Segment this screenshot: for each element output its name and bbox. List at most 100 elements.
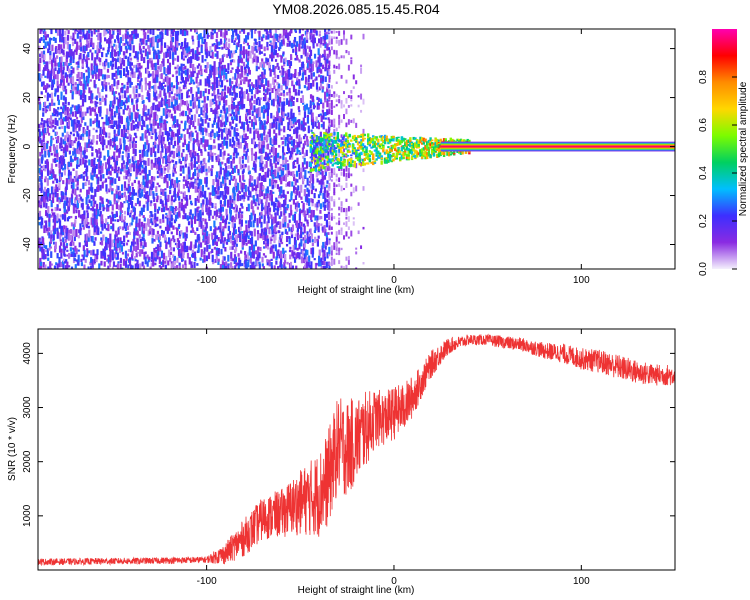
noise-cell [51, 44, 54, 52]
noise-cell [250, 153, 254, 161]
noise-cell [40, 182, 43, 191]
noise-cell [311, 247, 315, 255]
noise-cell [83, 129, 86, 134]
noise-cell [191, 251, 194, 258]
noise-cell [57, 135, 60, 143]
noise-cell [162, 85, 165, 90]
noise-cell [62, 75, 65, 79]
noise-cell [109, 177, 112, 180]
noise-cell [296, 147, 299, 154]
noise-cell [138, 93, 141, 97]
noise-cell [101, 74, 105, 80]
noise-cell [258, 111, 261, 118]
noise-cell [143, 57, 146, 64]
noise-cell [282, 146, 285, 153]
noise-cell [72, 56, 75, 64]
noise-cell [160, 73, 163, 80]
noise-cell [118, 29, 122, 35]
noise-cell [259, 167, 262, 171]
noise-cell [137, 160, 140, 166]
noise-cell [253, 199, 256, 204]
noise-cell [107, 205, 110, 212]
noise-cell [58, 232, 62, 240]
noise-cell [134, 160, 138, 163]
noise-cell [245, 119, 249, 125]
noise-cell [216, 180, 219, 185]
noise-cell [209, 134, 212, 141]
noise-cell [143, 120, 146, 127]
noise-cell [98, 148, 101, 154]
noise-cell [305, 103, 309, 110]
noise-cell [317, 114, 321, 118]
noise-cell [232, 157, 236, 164]
noise-cell [126, 253, 130, 257]
noise-cell [112, 103, 115, 109]
noise-cell [288, 31, 292, 37]
noise-cell [211, 99, 214, 106]
noise-cell [203, 29, 206, 36]
noise-cell [138, 43, 142, 51]
noise-cell [139, 41, 142, 46]
noise-cell [58, 126, 61, 130]
noise-cell [302, 48, 305, 55]
noise-cell [282, 163, 285, 168]
noise-cell [198, 114, 201, 118]
noise-cell [194, 130, 198, 133]
noise-cell [87, 33, 91, 40]
noise-cell [211, 185, 214, 193]
noise-cell [51, 197, 55, 204]
noise-cell [217, 116, 220, 123]
noise-cell [156, 223, 159, 227]
noise-cell [49, 261, 52, 269]
noise-cell [174, 198, 177, 201]
noise-cell [247, 239, 250, 244]
noise-cell [87, 142, 90, 148]
noise-cell [60, 106, 63, 110]
noise-cell [99, 133, 102, 142]
noise-cell [75, 209, 78, 214]
noise-cell [38, 182, 42, 188]
noise-cell [269, 40, 272, 43]
noise-fade-cell [328, 221, 331, 226]
noise-cell [188, 116, 191, 120]
noise-cell [143, 194, 146, 199]
noise-cell [141, 160, 144, 163]
noise-cell [282, 104, 285, 112]
noise-cell [127, 264, 130, 269]
noise-cell [215, 77, 219, 81]
noise-cell [225, 214, 229, 220]
noise-cell [254, 87, 258, 90]
noise-cell [82, 35, 85, 38]
noise-cell [40, 216, 43, 219]
noise-cell [121, 226, 125, 231]
noise-cell [251, 184, 254, 192]
noise-cell [144, 251, 147, 255]
noise-cell [172, 30, 175, 37]
noise-cell [237, 73, 240, 79]
noise-cell [168, 163, 171, 170]
noise-cell [321, 177, 324, 185]
noise-cell [298, 29, 302, 34]
noise-cell [208, 233, 211, 237]
noise-cell [58, 208, 62, 211]
noise-cell [175, 86, 179, 95]
noise-cell [326, 109, 329, 115]
noise-cell [164, 191, 167, 196]
noise-cell [288, 134, 292, 137]
noise-cell [158, 105, 161, 112]
noise-cell [65, 29, 68, 31]
noise-cell [120, 245, 124, 252]
noise-cell [277, 265, 280, 269]
noise-cell [215, 190, 218, 195]
noise-cell [205, 168, 208, 172]
noise-cell [70, 215, 73, 219]
noise-cell [211, 33, 214, 40]
noise-cell [130, 98, 134, 103]
noise-cell [237, 34, 240, 40]
noise-cell [137, 163, 140, 169]
noise-cell [158, 184, 161, 188]
noise-cell [244, 133, 247, 138]
noise-cell [46, 92, 49, 98]
noise-cell [145, 178, 148, 183]
noise-cell [228, 105, 231, 112]
